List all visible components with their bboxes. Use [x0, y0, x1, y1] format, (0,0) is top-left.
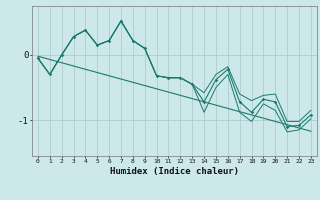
X-axis label: Humidex (Indice chaleur): Humidex (Indice chaleur) — [110, 167, 239, 176]
